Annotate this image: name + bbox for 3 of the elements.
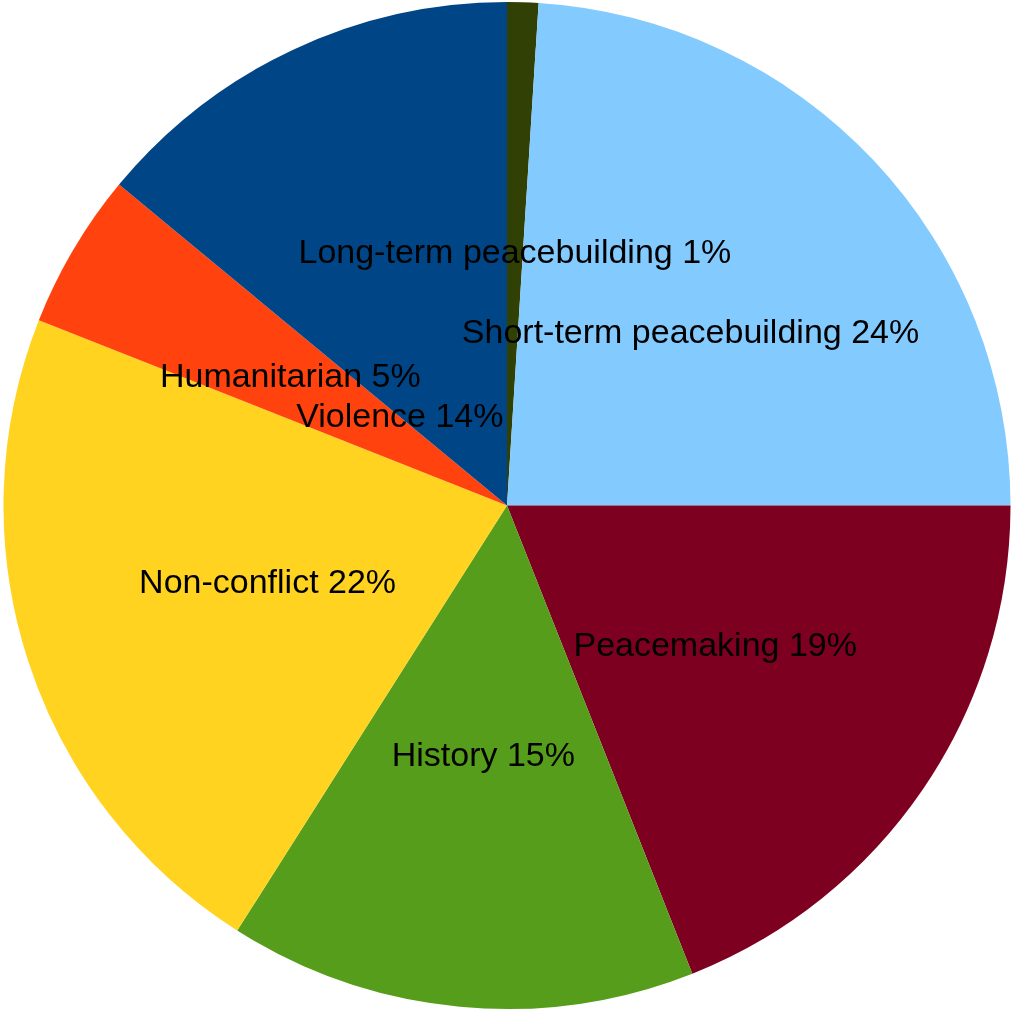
- slice-label: History 15%: [391, 734, 575, 773]
- slice-label: Peacemaking 19%: [573, 625, 857, 664]
- slice-label: Non-conflict 22%: [139, 561, 397, 600]
